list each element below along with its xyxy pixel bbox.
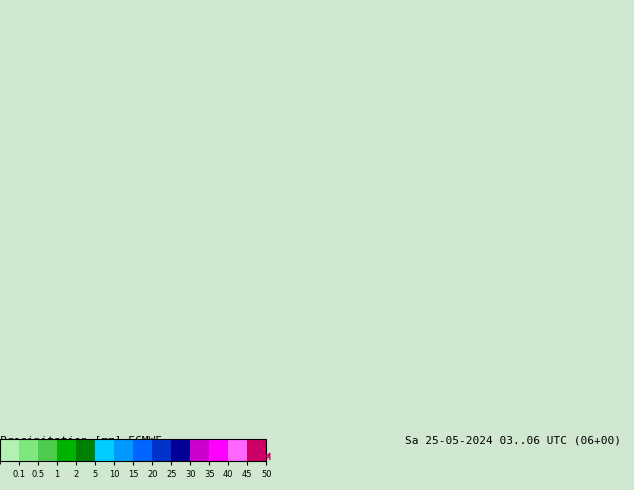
Text: Precipitation [mm] ECMWF: Precipitation [mm] ECMWF xyxy=(0,436,162,446)
Text: Sa 25-05-2024 03..06 UTC (06+00): Sa 25-05-2024 03..06 UTC (06+00) xyxy=(405,436,621,446)
